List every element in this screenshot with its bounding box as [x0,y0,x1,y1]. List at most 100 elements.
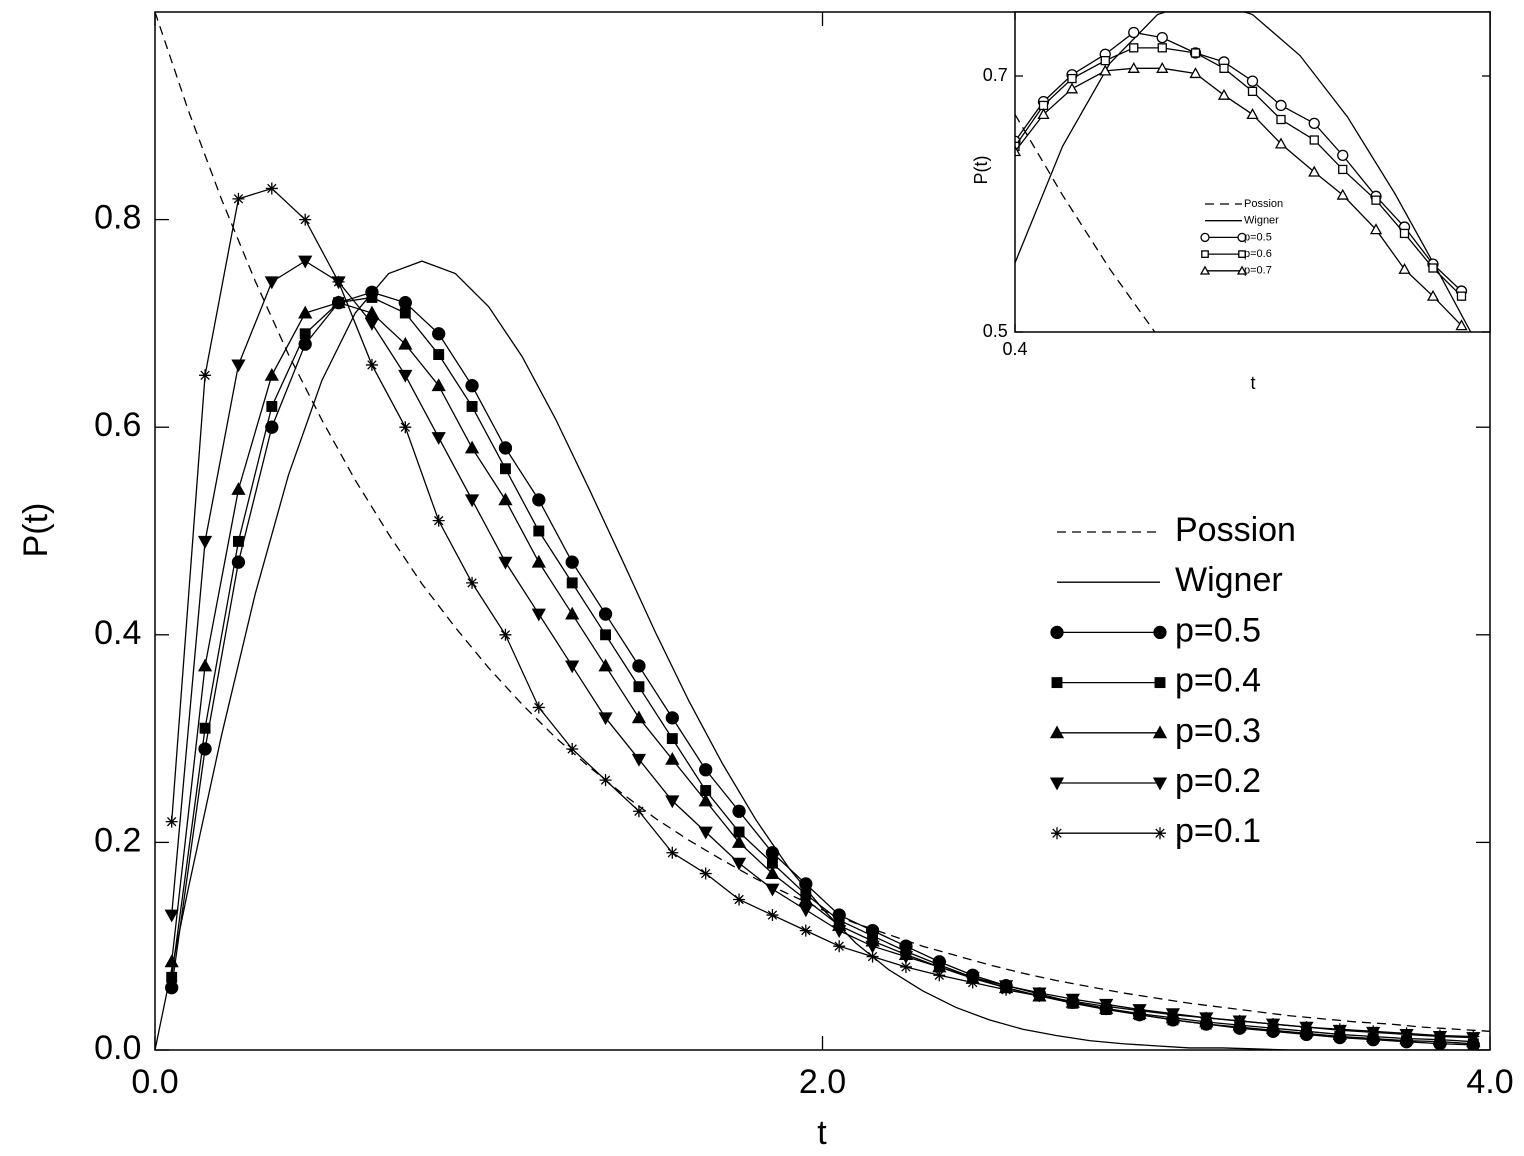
y-tick-label: 0.8 [94,199,141,237]
marker [598,607,613,621]
marker [331,295,346,309]
marker [731,857,747,871]
marker [1049,777,1065,791]
marker [1219,63,1229,73]
marker [632,805,645,818]
marker [1246,75,1259,87]
series-line [155,260,1490,1050]
marker [1236,265,1248,275]
marker [431,378,446,392]
marker [1246,108,1259,120]
marker [1275,99,1287,112]
y-tick-label: 0.2 [94,821,141,859]
marker [1309,135,1319,145]
series-line [171,260,1474,1039]
marker [1276,114,1286,125]
legend-label: p=0.5 [1175,611,1261,649]
marker [165,815,178,828]
legend-label: Wigner [1244,215,1279,227]
marker [699,763,713,777]
series-line [171,301,1474,1043]
marker [765,866,780,879]
y-axis-label: P(t) [17,503,55,558]
marker [1433,1029,1446,1042]
marker [232,192,245,205]
marker [232,535,244,547]
marker [299,213,312,226]
marker [165,981,179,995]
marker [431,432,446,445]
x-tick-label: 2.0 [799,1063,846,1101]
marker [1233,1014,1246,1027]
marker [499,628,512,641]
inset-background [1015,12,1490,332]
marker [798,892,813,905]
legend-label: p=0.1 [1175,812,1261,850]
x-tick-label: 0.0 [131,1063,178,1101]
marker [1050,625,1064,640]
marker [1157,43,1167,53]
marker [1428,263,1438,273]
marker [1152,725,1168,739]
legend-label: p=0.3 [1175,712,1261,750]
series-line [1015,12,1472,332]
legend: Possion Wigner p=0.5 p=0.6 p=0.7 [1199,198,1283,277]
marker [265,182,278,195]
y-tick-label: 0.7 [983,65,1008,85]
marker [698,793,713,807]
marker [499,463,511,475]
marker [1189,67,1202,79]
marker [932,961,947,975]
marker [231,359,246,373]
marker [866,950,879,963]
marker [599,774,612,787]
marker [966,976,979,989]
marker [1129,43,1139,53]
series-line [1015,67,1462,327]
marker [1467,1030,1480,1043]
series-line [171,187,1474,1038]
marker [1015,145,1022,157]
marker [1399,228,1410,239]
legend: Possion Wigner p=0.5 p=0.4 p=0.3 p=0.2 p=0.1 [1049,511,1296,850]
marker [498,441,513,455]
marker [1128,26,1140,39]
legend-label: Possion [1244,198,1283,210]
marker [1200,232,1210,243]
marker [633,681,645,693]
marker [665,752,680,765]
marker [198,742,212,756]
plot: 0.40.5 0.7 t P(t) Possion Wigner p=0.5 p=0.6 p=0… [971,11,1491,393]
marker [1127,61,1140,73]
marker [1455,319,1468,331]
marker [1367,1025,1380,1038]
marker [765,846,780,860]
marker [798,904,813,918]
marker [197,535,213,549]
marker [465,379,479,393]
series-line [171,291,1474,1046]
marker [1247,86,1258,97]
marker [1166,1008,1179,1021]
marker [332,275,345,288]
marker [1051,677,1063,689]
marker [1037,108,1050,120]
marker [665,795,680,809]
marker [1049,725,1065,739]
marker [1267,1018,1280,1031]
series-line [1015,114,1156,332]
marker [1238,250,1246,258]
marker [1100,55,1110,66]
marker [598,712,613,726]
marker [1308,165,1321,177]
y-tick-label: 0.0 [94,1029,141,1067]
marker [566,742,579,755]
marker [399,307,411,319]
marker [666,733,678,745]
plot: 0.0 2.0 4.0 0.0 0.2 0.4 0.6 0.8 t P(t) Possion Wign… [17,11,1514,1152]
marker [364,317,380,331]
legend-label: p=0.4 [1175,662,1261,700]
marker [631,710,647,724]
marker [699,867,712,880]
